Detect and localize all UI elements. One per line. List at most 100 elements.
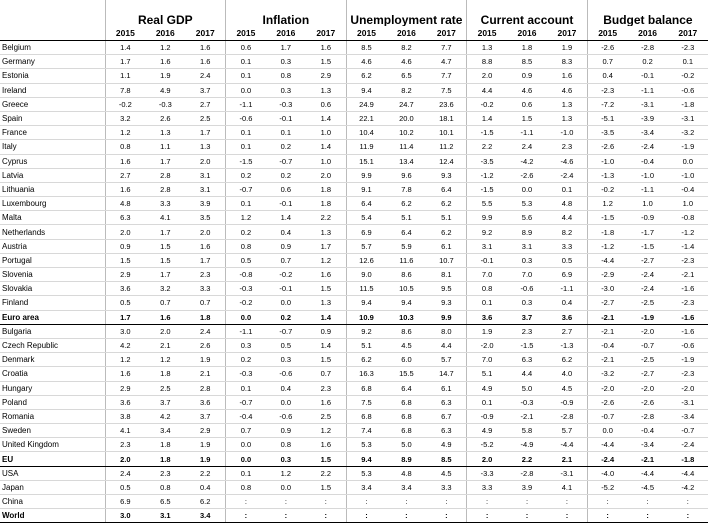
cell: 9.9 xyxy=(345,168,387,183)
cell: 0.4 xyxy=(547,295,588,311)
cell: 1.3 xyxy=(145,125,186,141)
cell: 3.4 xyxy=(145,423,186,439)
cell: -1.3 xyxy=(547,338,588,354)
cell: 6.5 xyxy=(386,68,427,84)
cell: 6.4 xyxy=(345,196,387,212)
cell: 1.3 xyxy=(305,224,347,240)
year-header: 2016 xyxy=(506,26,548,41)
cell: 9.5 xyxy=(426,281,467,297)
cell: 0.2 xyxy=(627,54,668,70)
cell: -0.2 xyxy=(586,182,628,198)
cell: 0.1 xyxy=(225,466,266,481)
year-header: 2017 xyxy=(667,26,708,41)
cell: 0.9 xyxy=(265,423,306,439)
cell: 0.0 xyxy=(265,395,306,410)
table-row: Italy 0.8 1.1 1.3 0.1 0.2 1.4 11.9 11.4 11.2 2.2 2.… xyxy=(0,139,708,155)
cell: 3.3 xyxy=(185,281,226,297)
cell: 3.1 xyxy=(185,168,226,183)
cell: 2.0 xyxy=(305,168,347,183)
cell: 0.5 xyxy=(547,253,588,269)
cell: -1.1 xyxy=(627,182,668,198)
cell: 2.4 xyxy=(185,68,226,84)
cell: -4.4 xyxy=(547,437,588,453)
cell: -0.9 xyxy=(627,210,668,226)
cell: 9.4 xyxy=(345,295,387,311)
cell: 9.6 xyxy=(386,168,427,183)
row-label: Czech Republic xyxy=(0,338,106,354)
cell: 6.3 xyxy=(104,210,146,226)
cell: 7.7 xyxy=(426,40,467,56)
cell: -4.2 xyxy=(667,480,708,496)
cell: 3.2 xyxy=(145,281,186,297)
cell: 1.6 xyxy=(305,267,347,283)
cell: 1.7 xyxy=(265,40,306,56)
cell: -1.5 xyxy=(225,154,266,169)
cell: 2.4 xyxy=(104,466,146,481)
cell: 6.4 xyxy=(426,182,467,198)
cell: -3.1 xyxy=(667,111,708,127)
cell: 1.6 xyxy=(305,40,347,56)
cell: -2.1 xyxy=(586,309,628,325)
cell: 0.4 xyxy=(265,381,306,396)
cell: 0.0 xyxy=(265,295,306,311)
cell: 4.0 xyxy=(547,366,588,382)
cell: 24.9 xyxy=(345,97,387,112)
cell: 2.5 xyxy=(305,409,347,425)
cell: 4.5 xyxy=(426,466,467,481)
cell: 3.6 xyxy=(185,395,226,410)
cell: 3.1 xyxy=(185,182,226,198)
cell: 0.5 xyxy=(104,295,146,311)
cell: -0.2 xyxy=(667,68,708,84)
row-label: USA xyxy=(0,466,106,481)
cell: -1.5 xyxy=(627,239,668,254)
cell: -0.6 xyxy=(265,366,306,382)
cell: 0.3 xyxy=(265,451,306,467)
table-row: Latvia 2.7 2.8 3.1 0.2 0.2 2.0 9.9 9.6 9.3 -1.2 -2.… xyxy=(0,168,708,183)
cell: 2.4 xyxy=(185,324,226,339)
cell: -3.3 xyxy=(466,466,507,481)
cell: -3.1 xyxy=(627,97,668,112)
cell: 3.7 xyxy=(506,309,548,325)
cell: 9.4 xyxy=(386,295,427,311)
cell: -4.0 xyxy=(586,466,628,481)
cell: 1.5 xyxy=(104,253,146,269)
cell: 6.4 xyxy=(386,381,427,396)
cell: 10.7 xyxy=(426,253,467,269)
cell: 0.5 xyxy=(225,253,266,269)
cell: 2.5 xyxy=(185,111,226,127)
cell: 1.2 xyxy=(586,196,628,212)
cell: -4.4 xyxy=(667,466,708,481)
table-row: China 6.9 6.5 6.2:::::::::::: xyxy=(0,494,708,510)
cell: -0.3 xyxy=(506,395,548,410)
cell: 8.3 xyxy=(547,54,588,70)
cell: 4.1 xyxy=(104,423,146,439)
cell: -1.5 xyxy=(466,125,507,141)
cell: 2.8 xyxy=(185,381,226,396)
cell: -7.2 xyxy=(586,97,628,112)
cell: -0.4 xyxy=(667,182,708,198)
cell: 2.3 xyxy=(506,324,548,339)
year-header: 2017 xyxy=(185,26,226,41)
cell: 2.2 xyxy=(305,210,347,226)
cell: 3.6 xyxy=(104,281,146,297)
cell: 1.4 xyxy=(305,338,347,354)
cell: 1.5 xyxy=(145,253,186,269)
cell: 2.3 xyxy=(145,466,186,481)
cell: -0.2 xyxy=(104,97,146,112)
cell: -1.1 xyxy=(506,125,548,141)
cell: 8.5 xyxy=(426,451,467,467)
cell: 9.9 xyxy=(426,309,467,325)
cell: -2.4 xyxy=(627,139,668,155)
table-row: Luxembourg 4.8 3.3 3.9 0.1 -0.1 1.8 6.4 6.2 6.2 5.… xyxy=(0,196,708,212)
cell: 0.1 xyxy=(667,54,708,70)
row-label: United Kingdom xyxy=(0,437,106,453)
cell: 0.5 xyxy=(265,338,306,354)
cell: -2.0 xyxy=(627,324,668,339)
cell: 2.1 xyxy=(185,366,226,382)
cell: 0.7 xyxy=(305,366,347,382)
cell: 3.9 xyxy=(185,196,226,212)
cell: -2.3 xyxy=(667,40,708,56)
cell: 6.8 xyxy=(386,423,427,439)
cell: 0.6 xyxy=(506,97,548,112)
cell: 1.6 xyxy=(305,437,347,453)
